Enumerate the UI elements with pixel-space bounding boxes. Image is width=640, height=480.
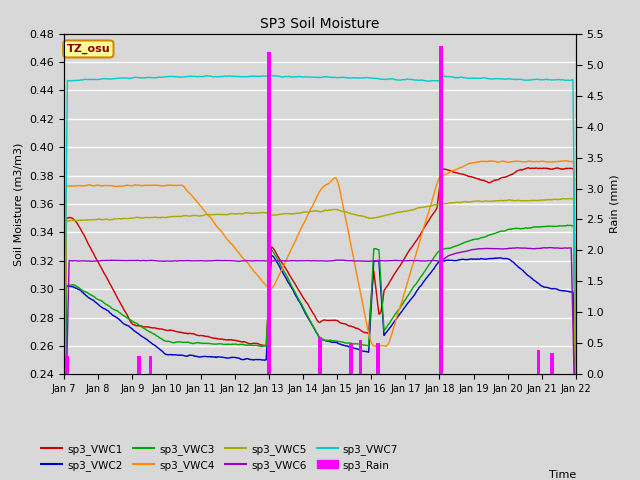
sp3_VWC7 (100, 76, 108, 82)
Text: Time: Time (548, 469, 576, 480)
sp3_VWC7 (278, 74, 285, 80)
sp3_VWC1 (277, 259, 285, 264)
sp3_VWC5 (100, 217, 108, 223)
sp3_VWC5 (60, 449, 68, 455)
sp3_VWC6 (351, 258, 359, 264)
sp3_VWC5 (351, 212, 359, 218)
sp3_VWC7 (120, 75, 128, 81)
sp3_VWC7 (60, 395, 68, 400)
sp3_VWC2 (100, 306, 108, 312)
sp3_VWC2 (298, 302, 305, 308)
sp3_VWC5 (277, 211, 285, 217)
sp3_VWC4 (297, 226, 305, 231)
sp3_VWC1 (60, 448, 68, 454)
sp3_VWC1 (572, 421, 580, 427)
Line: sp3_VWC7: sp3_VWC7 (64, 76, 576, 397)
sp3_VWC3 (120, 313, 128, 319)
sp3_VWC3 (572, 451, 580, 457)
sp3_VWC1 (297, 291, 305, 297)
sp3_VWC2 (278, 268, 285, 274)
sp3_VWC4 (561, 157, 569, 163)
sp3_VWC5 (120, 216, 128, 221)
sp3_VWC7 (352, 75, 360, 81)
sp3_VWC4 (351, 264, 359, 270)
sp3_VWC4 (277, 268, 285, 274)
sp3_VWC4 (120, 183, 128, 189)
sp3_VWC2 (289, 286, 296, 292)
sp3_VWC3 (351, 341, 359, 347)
sp3_VWC6 (297, 258, 305, 264)
sp3_VWC4 (100, 183, 108, 189)
sp3_VWC6 (120, 258, 128, 264)
sp3_VWC2 (268, 252, 275, 258)
Text: TZ_osu: TZ_osu (67, 44, 110, 54)
Line: sp3_VWC5: sp3_VWC5 (64, 199, 576, 452)
sp3_VWC5 (288, 211, 296, 217)
sp3_VWC3 (564, 222, 572, 228)
sp3_VWC3 (288, 283, 296, 289)
sp3_VWC7 (289, 74, 296, 80)
sp3_VWC1 (120, 308, 128, 313)
Line: sp3_VWC4: sp3_VWC4 (64, 160, 576, 433)
sp3_VWC4 (288, 245, 296, 251)
sp3_VWC2 (352, 346, 360, 351)
Line: sp3_VWC3: sp3_VWC3 (64, 225, 576, 480)
sp3_VWC2 (120, 321, 128, 327)
sp3_VWC6 (288, 258, 296, 264)
sp3_VWC1 (525, 165, 532, 171)
sp3_VWC6 (277, 258, 285, 264)
Y-axis label: Rain (mm): Rain (mm) (610, 175, 620, 233)
sp3_VWC6 (546, 245, 554, 251)
sp3_VWC5 (572, 437, 580, 443)
sp3_VWC3 (277, 264, 285, 269)
Line: sp3_VWC2: sp3_VWC2 (64, 255, 576, 480)
sp3_VWC3 (297, 300, 305, 306)
sp3_VWC7 (298, 74, 305, 80)
sp3_VWC1 (100, 270, 108, 276)
sp3_VWC4 (60, 430, 68, 436)
Title: SP3 Soil Moisture: SP3 Soil Moisture (260, 17, 380, 31)
Legend: sp3_VWC1, sp3_VWC2, sp3_VWC3, sp3_VWC4, sp3_VWC5, sp3_VWC6, sp3_VWC7, sp3_Rain: sp3_VWC1, sp3_VWC2, sp3_VWC3, sp3_VWC4, … (37, 439, 403, 475)
sp3_VWC3 (100, 300, 108, 305)
sp3_VWC7 (204, 73, 211, 79)
sp3_VWC1 (288, 276, 296, 282)
sp3_VWC5 (566, 196, 574, 202)
sp3_VWC6 (572, 457, 580, 463)
sp3_VWC1 (351, 325, 359, 331)
sp3_VWC7 (572, 360, 580, 366)
sp3_VWC5 (297, 210, 305, 216)
Line: sp3_VWC1: sp3_VWC1 (64, 168, 576, 451)
Line: sp3_VWC6: sp3_VWC6 (64, 248, 576, 480)
sp3_VWC4 (572, 417, 580, 423)
sp3_VWC6 (100, 258, 108, 264)
Y-axis label: Soil Moisture (m3/m3): Soil Moisture (m3/m3) (14, 142, 24, 266)
